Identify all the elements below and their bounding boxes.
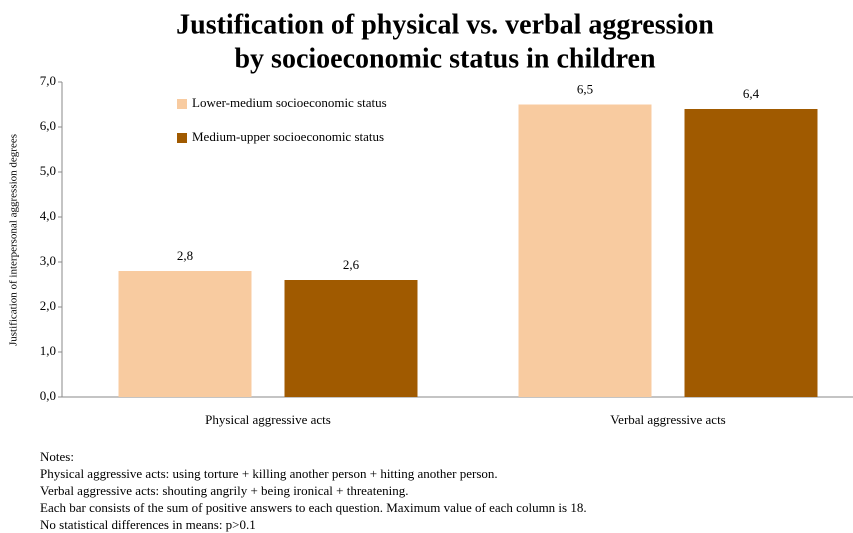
note: Verbal aggressive acts: shouting angrily… — [40, 483, 408, 498]
value-label: 2,6 — [343, 257, 360, 272]
bar — [518, 104, 652, 397]
y-tick-label: 2,0 — [40, 298, 56, 313]
y-tick-label: 0,0 — [40, 388, 56, 403]
bar — [284, 280, 418, 397]
value-label: 6,4 — [743, 86, 760, 101]
y-axis-label: Justification of interpersonal aggressio… — [8, 134, 20, 346]
y-tick-label: 6,0 — [40, 118, 56, 133]
legend-swatch — [177, 99, 187, 109]
value-label: 6,5 — [577, 81, 593, 96]
y-tick-label: 5,0 — [40, 163, 56, 178]
chart-title: Justification of physical vs. verbal agg… — [176, 9, 714, 40]
value-label: 2,8 — [177, 248, 193, 263]
y-tick-label: 4,0 — [40, 208, 56, 223]
chart-subtitle: by socioeconomic status in children — [234, 43, 655, 74]
x-tick-label: Physical aggressive acts — [205, 412, 331, 427]
y-tick-label: 3,0 — [40, 253, 56, 268]
y-tick-label: 7,0 — [40, 73, 56, 88]
bar — [118, 271, 252, 397]
x-tick-label: Verbal aggressive acts — [610, 412, 726, 427]
note: Notes: — [40, 449, 74, 464]
y-tick-label: 1,0 — [40, 343, 56, 358]
legend-label: Medium-upper socioeconomic status — [192, 129, 384, 144]
note: No statistical differences in means: p>0… — [40, 517, 256, 532]
bar — [684, 109, 818, 397]
note: Each bar consists of the sum of positive… — [40, 500, 587, 515]
legend-label: Lower-medium socioeconomic status — [192, 95, 387, 110]
legend-swatch — [177, 133, 187, 143]
note: Physical aggressive acts: using torture … — [40, 466, 498, 481]
